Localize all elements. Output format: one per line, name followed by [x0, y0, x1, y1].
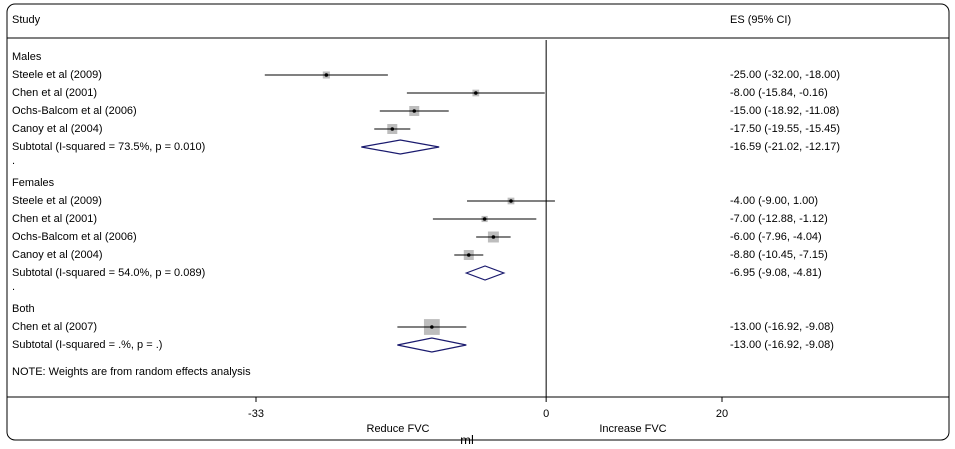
- point-estimate: [324, 73, 329, 77]
- es-label: -13.00 (-16.92, -9.08): [730, 339, 834, 351]
- es-header: ES (95% CI): [730, 14, 791, 26]
- es-label: -25.00 (-32.00, -18.00): [730, 69, 840, 81]
- note: NOTE: Weights are from random effects an…: [12, 366, 251, 378]
- point-estimate: [430, 325, 434, 329]
- es-label: -6.95 (-9.08, -4.81): [730, 267, 822, 279]
- study-label: Ochs-Balcom et al (2006): [12, 105, 137, 117]
- study-label: Steele et al (2009): [12, 195, 102, 207]
- study-label: Steele et al (2009): [12, 69, 102, 81]
- right-label: Increase FVC: [599, 423, 666, 435]
- subtotal-label: Subtotal (I-squared = 54.0%, p = 0.089): [12, 267, 205, 279]
- es-label: -8.00 (-15.84, -0.16): [730, 87, 828, 99]
- subtotal-diamond: [464, 265, 506, 281]
- point-estimate: [482, 217, 487, 221]
- study-label: Chen et al (2007): [12, 321, 97, 333]
- es-label: -8.80 (-10.45, -7.15): [730, 249, 828, 261]
- group-label: Both: [12, 303, 35, 315]
- separator: .: [12, 155, 15, 167]
- study-label: Canoy et al (2004): [12, 123, 103, 135]
- point-estimate: [491, 235, 496, 239]
- study-label: Chen et al (2001): [12, 213, 97, 225]
- separator: .: [12, 281, 15, 293]
- point-estimate: [509, 199, 513, 203]
- left-label: Reduce FVC: [367, 423, 430, 435]
- study-label: Ochs-Balcom et al (2006): [12, 231, 137, 243]
- es-label: -6.00 (-7.96, -4.04): [730, 231, 822, 243]
- x-tick-label: 20: [716, 408, 728, 420]
- study-header: Study: [12, 14, 41, 26]
- group-label: Females: [12, 177, 55, 189]
- point-estimate: [390, 127, 395, 131]
- es-label: -17.50 (-19.55, -15.45): [730, 123, 840, 135]
- x-tick-label: -33: [248, 408, 264, 420]
- group-label: Males: [12, 51, 42, 63]
- x-axis-label: ml: [460, 432, 474, 444]
- es-label: -15.00 (-18.92, -11.08): [730, 105, 839, 117]
- point-estimate: [466, 253, 471, 257]
- subtotal-label: Subtotal (I-squared = 73.5%, p = 0.010): [12, 141, 205, 153]
- frame: [6, 3, 950, 441]
- x-tick-label: 0: [543, 408, 549, 420]
- subtotal-label: Subtotal (I-squared = .%, p = .): [12, 339, 162, 351]
- es-label: -16.59 (-21.02, -12.17): [730, 141, 840, 153]
- subtotal-diamond: [397, 337, 467, 353]
- point-estimate: [474, 91, 478, 95]
- subtotal-diamond: [361, 139, 440, 155]
- study-label: Canoy et al (2004): [12, 249, 103, 261]
- es-label: -13.00 (-16.92, -9.08): [730, 321, 834, 333]
- point-estimate: [412, 109, 417, 113]
- es-label: -4.00 (-9.00, 1.00): [730, 195, 818, 207]
- es-label: -7.00 (-12.88, -1.12): [730, 213, 828, 225]
- study-label: Chen et al (2001): [12, 87, 97, 99]
